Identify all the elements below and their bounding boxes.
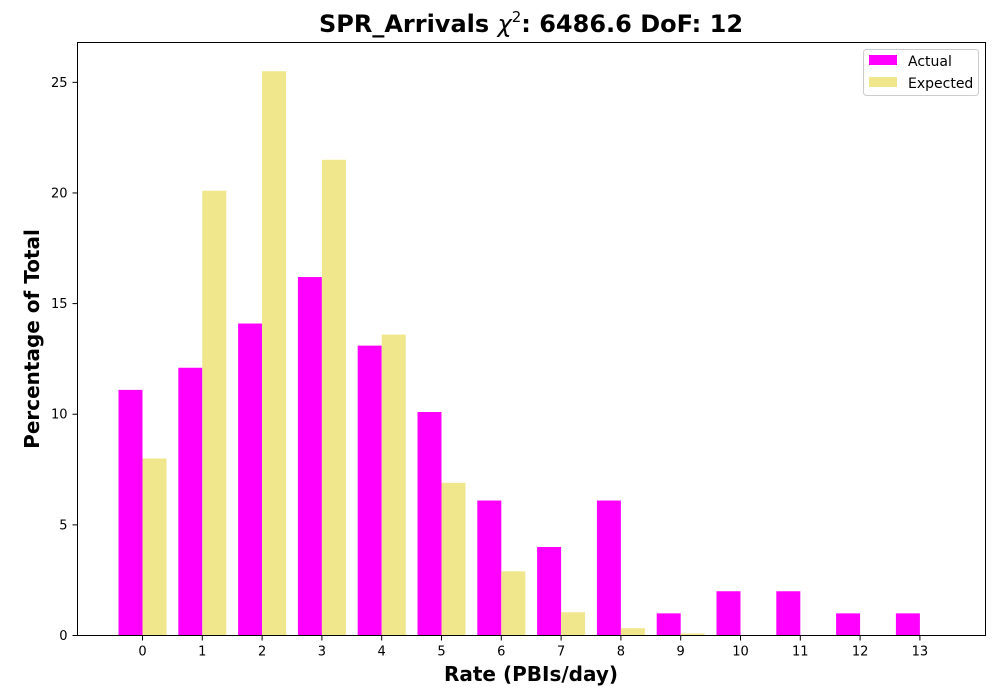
x-tick-label: 6 (497, 645, 505, 660)
x-tick-label: 4 (378, 645, 386, 660)
y-axis-label: Percentage of Total (20, 229, 44, 449)
x-tick-label: 13 (912, 645, 929, 660)
bar-actual-9 (656, 613, 681, 636)
x-tick-label: 2 (258, 645, 266, 660)
bar-expected-0 (142, 458, 167, 636)
legend-label-expected: Expected (908, 76, 973, 92)
bar-actual-3 (297, 277, 322, 636)
bar-actual-4 (357, 345, 382, 636)
bar-expected-6 (501, 571, 526, 636)
bar-actual-12 (836, 613, 861, 636)
x-tick-label: 11 (792, 645, 809, 660)
x-tick-label: 12 (852, 645, 869, 660)
bar-expected-7 (561, 612, 586, 636)
chart-title: SPR_Arrivals χ2: 6486.6 DoF: 12 (319, 8, 743, 38)
y-tick-label: 15 (51, 297, 68, 312)
bar-expected-1 (202, 190, 227, 636)
x-tick-label: 0 (138, 645, 146, 660)
bar-actual-8 (596, 500, 621, 636)
bar-expected-9 (680, 633, 705, 636)
bar-actual-2 (238, 323, 263, 636)
bar-actual-1 (178, 367, 203, 636)
legend-label-actual: Actual (908, 54, 952, 70)
x-axis-ticks: 0 1 2 3 4 5 6 7 8 9 10 11 12 13 (138, 635, 929, 660)
legend: Actual Expected (863, 49, 979, 96)
x-tick-label: 8 (617, 645, 625, 660)
y-tick-label: 20 (51, 186, 68, 201)
bar-expected-2 (262, 71, 287, 636)
bar-actual-5 (417, 412, 442, 636)
bars-group (118, 71, 920, 636)
plot-frame (77, 42, 986, 636)
x-tick-label: 7 (557, 645, 565, 660)
bar-actual-11 (776, 591, 801, 636)
x-tick-label: 9 (677, 645, 685, 660)
x-tick-label: 3 (318, 645, 326, 660)
x-tick-label: 5 (437, 645, 445, 660)
bar-actual-7 (537, 546, 562, 636)
bar-actual-13 (895, 613, 920, 636)
bar-actual-0 (118, 389, 143, 636)
bar-actual-6 (477, 500, 502, 636)
y-tick-label: 0 (59, 629, 67, 644)
x-axis-label: Rate (PBIs/day) (444, 662, 618, 686)
y-tick-label: 25 (51, 76, 68, 91)
bar-actual-10 (716, 591, 741, 636)
bar-expected-3 (321, 159, 346, 636)
legend-swatch-actual (869, 55, 897, 65)
bar-expected-5 (441, 482, 466, 636)
y-tick-label: 10 (51, 408, 68, 423)
x-tick-label: 1 (198, 645, 206, 660)
bar-expected-8 (620, 628, 645, 636)
bar-expected-4 (381, 334, 406, 636)
x-tick-label: 10 (732, 645, 749, 660)
y-axis-ticks: 0 5 10 15 20 25 (51, 76, 78, 644)
legend-swatch-expected (869, 77, 897, 87)
y-tick-label: 5 (59, 518, 67, 533)
